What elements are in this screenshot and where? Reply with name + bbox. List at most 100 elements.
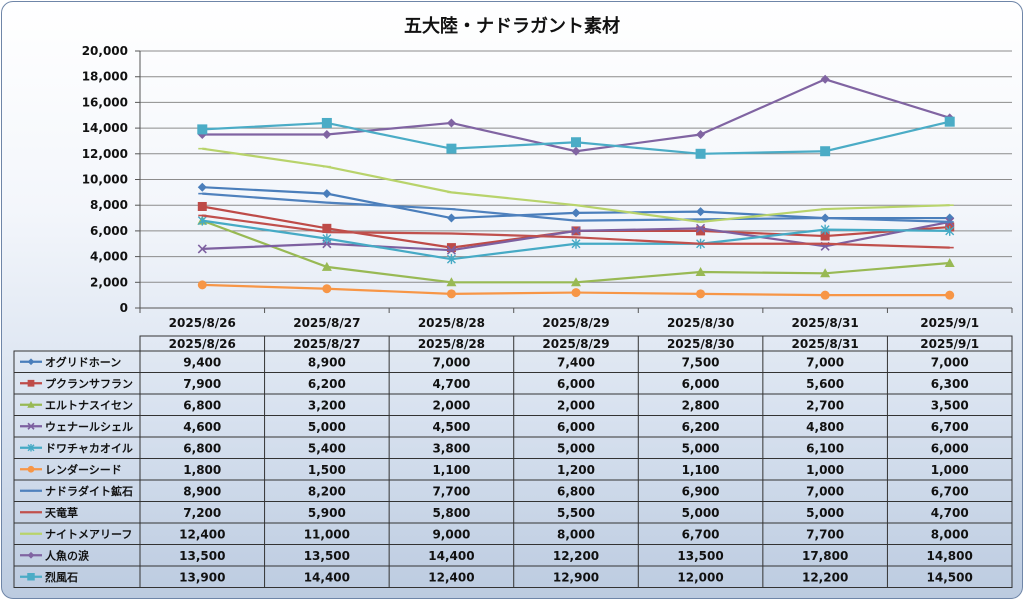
- x-tick-label: 2025/9/1: [920, 316, 979, 330]
- table-cell: 6,200: [308, 377, 346, 391]
- table-cell: 7,200: [183, 506, 221, 520]
- data-point: [322, 233, 332, 244]
- table-cell: 4,500: [432, 420, 470, 434]
- table-row: ウェナールシェル 4,600 5,000 4,500 6,000 6,200 4,800 6,…: [20, 420, 969, 434]
- table-cell: 5,900: [308, 506, 346, 520]
- table-cell: 6,800: [557, 484, 595, 498]
- table-cell: 7,700: [806, 527, 844, 541]
- table-cell: 7,000: [806, 355, 844, 369]
- table-cell: 5,600: [806, 377, 844, 391]
- series-9: [198, 147, 954, 224]
- series-11: [197, 116, 955, 159]
- data-point: [695, 267, 706, 277]
- data-point: [27, 422, 35, 430]
- data-point: [446, 143, 457, 154]
- series-1: [197, 182, 955, 223]
- x-tick-label: 2025/8/27: [293, 316, 360, 330]
- table-header-cell: 2025/8/27: [293, 337, 360, 351]
- data-point: [944, 116, 955, 127]
- x-tick-label: 2025/8/30: [667, 316, 734, 330]
- table-cell: 6,700: [931, 484, 969, 498]
- data-point: [197, 124, 208, 135]
- table-cell: 12,200: [553, 549, 599, 563]
- table-cell: 3,800: [432, 441, 470, 455]
- table-cell: 7,000: [931, 355, 969, 369]
- data-point: [446, 243, 456, 253]
- table-cell: 7,000: [806, 484, 844, 498]
- data-point: [446, 213, 456, 223]
- table-cell: 2,000: [432, 398, 470, 412]
- data-point: [446, 254, 456, 265]
- data-point: [27, 465, 35, 473]
- table-cell: 13,900: [179, 570, 225, 584]
- table-cell: 7,400: [557, 355, 595, 369]
- table-cell: 5,000: [682, 506, 720, 520]
- table-cell: 2,700: [806, 398, 844, 412]
- data-point: [197, 215, 207, 226]
- table-cell: 12,900: [553, 570, 599, 584]
- table-cell: 14,500: [927, 570, 973, 584]
- data-point: [197, 201, 207, 211]
- y-tick-label: 8,000: [90, 198, 128, 212]
- table-cell: 7,900: [183, 377, 221, 391]
- table-row: ナドラダイト鉱石 8,900 8,200 7,700 6,800 6,900 7,000 6,…: [20, 484, 969, 498]
- table-cell: 17,800: [802, 549, 848, 563]
- y-tick-label: 2,000: [90, 275, 128, 289]
- data-point: [945, 290, 955, 300]
- data-point: [571, 146, 581, 156]
- table-cell: 1,100: [682, 463, 720, 477]
- legend-label: ナイトメアリーフ: [45, 528, 132, 541]
- y-tick-label: 20,000: [82, 44, 128, 58]
- series-6: [197, 280, 955, 300]
- data-point: [571, 137, 581, 148]
- series-3: [197, 215, 955, 287]
- data-point: [696, 207, 706, 217]
- series-5: [197, 215, 955, 265]
- table-cell: 6,800: [183, 398, 221, 412]
- data-point: [321, 261, 332, 271]
- data-point: [696, 226, 706, 236]
- table-row: ナイトメアリーフ 12,400 11,000 9,000 8,000 6,700 7,700…: [20, 527, 969, 541]
- table-cell: 6,700: [931, 420, 969, 434]
- series-lines: [197, 74, 955, 300]
- table-cell: 5,500: [557, 506, 595, 520]
- data-point: [820, 224, 830, 235]
- y-tick-label: 4,000: [90, 250, 128, 264]
- data-point: [696, 130, 706, 140]
- x-tick-label: 2025/8/31: [792, 316, 859, 330]
- table-cell: 2,800: [682, 398, 720, 412]
- table-cell: 12,400: [179, 527, 225, 541]
- table-cell: 11,000: [304, 527, 350, 541]
- data-point: [27, 358, 35, 366]
- legend-label: 人魚の涙: [45, 548, 89, 562]
- table-cell: 5,400: [308, 441, 346, 455]
- data-point: [197, 244, 207, 254]
- table-header-cell: 2025/8/31: [792, 337, 859, 351]
- table-row: ドワチャカオイル 6,800 5,400 3,800 5,000 5,000 6,100 6,…: [20, 441, 969, 455]
- x-tick-label: 2025/8/29: [542, 316, 609, 330]
- y-tick-label: 6,000: [90, 224, 128, 238]
- table-cell: 6,800: [183, 441, 221, 455]
- data-point: [322, 284, 332, 294]
- data-point: [820, 231, 830, 241]
- data-point: [820, 290, 830, 300]
- table-cell: 1,000: [806, 463, 844, 477]
- y-tick-label: 12,000: [82, 147, 128, 161]
- table-cell: 8,200: [308, 484, 346, 498]
- table-cell: 2,000: [557, 398, 595, 412]
- table-body: [13, 350, 1013, 588]
- table-cell: 4,800: [806, 420, 844, 434]
- table-cell: 8,000: [931, 527, 969, 541]
- legend-label: 烈風石: [45, 570, 78, 584]
- table-cell: 4,700: [931, 506, 969, 520]
- table-cell: 7,000: [432, 355, 470, 369]
- data-point: [820, 268, 831, 278]
- series-8: [198, 214, 954, 249]
- table-row: 烈風石 13,900 14,400 12,400 12,900 12,000 12,200 1…: [20, 570, 973, 584]
- legend-label: レンダーシード: [45, 462, 122, 476]
- legend-label: プクランサフラン: [45, 376, 133, 390]
- table-cell: 6,200: [682, 420, 720, 434]
- x-tick-label: 2025/8/26: [169, 316, 236, 330]
- legend-label: ナドラダイト鉱石: [45, 484, 133, 498]
